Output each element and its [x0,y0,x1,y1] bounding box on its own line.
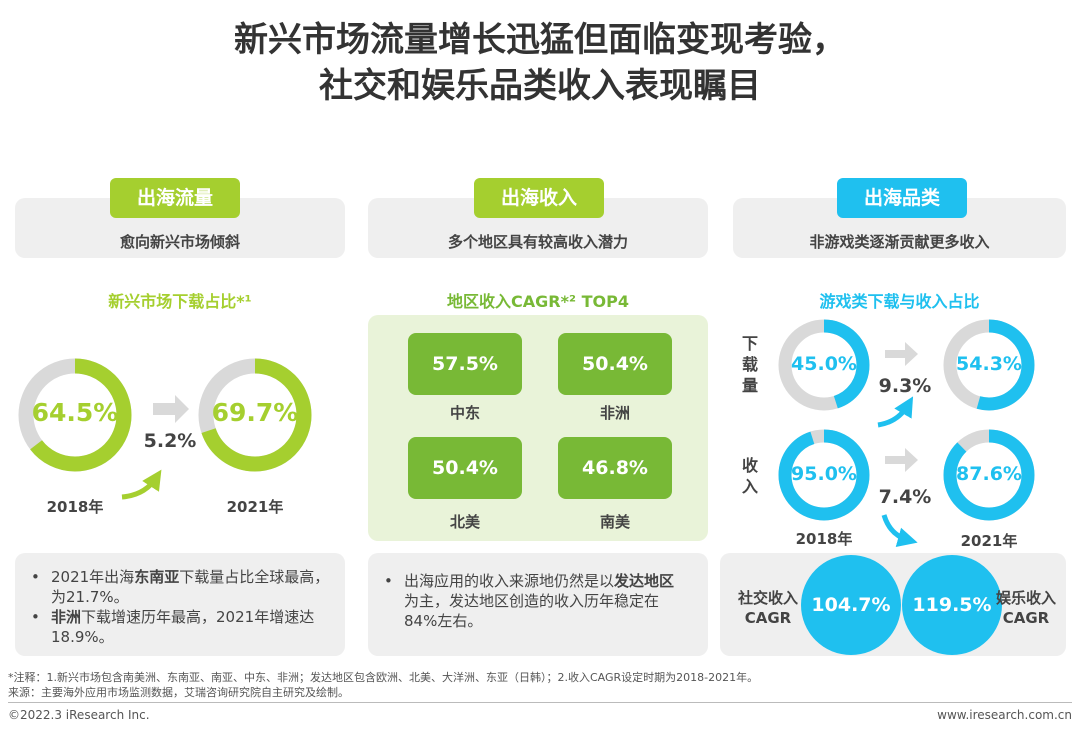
bullet-item: 2021年出海东南亚下载量占比全球最高，为21.7%。 [25,567,335,607]
row-label-download: 下载量 [742,334,759,395]
curved-up-arrow-icon [877,396,914,428]
social-cagr-label: 社交收入 CAGR [737,589,798,627]
cagr-box: 50.4% [408,437,522,499]
section-title-games: 游戏类下载与收入占比 [819,292,980,311]
footnote: *注释：1.新兴市场包含南美洲、东南亚、南亚、中东、非洲；发达地区包含欧洲、北美… [8,671,759,684]
cagr-box: 50.4% [558,333,672,395]
cagr-box: 46.8% [558,437,672,499]
donut-segment-download-2021 [943,319,1035,411]
donut-label: 87.6% [956,463,1022,485]
column1-subtitle: 愈向新兴市场倾斜 [119,233,240,251]
cagr-box: 57.5% [408,333,522,395]
growth-download: 9.3% [878,375,932,397]
donut-segment-revenue-2021 [943,429,1035,521]
tag-traffic: 出海流量 [110,178,240,218]
row-label-revenue: 收入 [742,456,759,496]
source-note: 来源：主要海外应用市场监测数据，艾瑞咨询研究院自主研究及绘制。 [8,686,349,699]
donut-segment-2018 [18,358,132,472]
donut-segment-2021 [198,358,312,472]
social-cagr-value: 104.7% [801,555,901,655]
section-title-cagr: 地区收入CAGR*² TOP4 [447,292,629,311]
region-label: 中东 [449,404,480,422]
arrow-right-icon [153,395,189,423]
donut-segment-revenue-2018 [778,429,870,521]
page-title-line1: 新兴市场流量增长迅猛但面临变现考验， [234,20,846,60]
column3-subtitle: 非游戏类逐渐贡献更多收入 [809,233,990,251]
year-label: 2021年 [960,532,1018,550]
arrow-right-icon [885,342,918,366]
donut-segment-download-2018 [778,319,870,411]
tag-category: 出海品类 [837,178,967,218]
bullet-item: 非洲下载增速历年最高，2021年增速达18.9%。 [25,607,335,647]
copyright: ©2022.3 iResearch Inc. [8,708,150,722]
entertainment-cagr-value: 119.5% [902,555,1002,655]
section-title-emerging: 新兴市场下载占比*¹ [108,292,252,311]
year-label: 2021年 [226,498,284,516]
curved-up-arrow-icon [121,469,162,500]
region-label: 南美 [599,513,630,531]
traffic-summary-panel: 2021年出海东南亚下载量占比全球最高，为21.7%。 非洲下载增速历年最高，2… [15,553,345,656]
column2-subtitle: 多个地区具有较高收入潜力 [447,233,628,251]
tag-revenue: 出海收入 [474,178,604,218]
donut-label: 54.3% [956,353,1022,375]
curved-down-arrow-icon [881,514,918,547]
bullet-item: 出海应用的收入来源地仍然是以发达地区为主，发达地区创造的收入历年稳定在84%左右… [378,571,678,631]
region-label: 非洲 [599,404,630,422]
revenue-summary-panel: 出海应用的收入来源地仍然是以发达地区为主，发达地区创造的收入历年稳定在84%左右… [368,553,708,656]
divider [8,702,1072,703]
donut-label: 45.0% [791,353,857,375]
region-label: 北美 [449,513,480,531]
arrow-right-icon [885,448,918,472]
donut-label: 95.0% [791,463,857,485]
growth-value: 5.2% [143,430,197,452]
donut-label-2018: 64.5% [31,398,119,427]
donut-label-2021: 69.7% [211,398,299,427]
website-link[interactable]: www.iresearch.com.cn [937,708,1072,722]
entertainment-cagr-label: 娱乐收入 CAGR [995,589,1056,627]
year-label: 2018年 [46,498,104,516]
year-label: 2018年 [795,530,853,548]
growth-revenue: 7.4% [878,486,932,508]
page-title-line2: 社交和娱乐品类收入表现瞩目 [319,66,761,106]
